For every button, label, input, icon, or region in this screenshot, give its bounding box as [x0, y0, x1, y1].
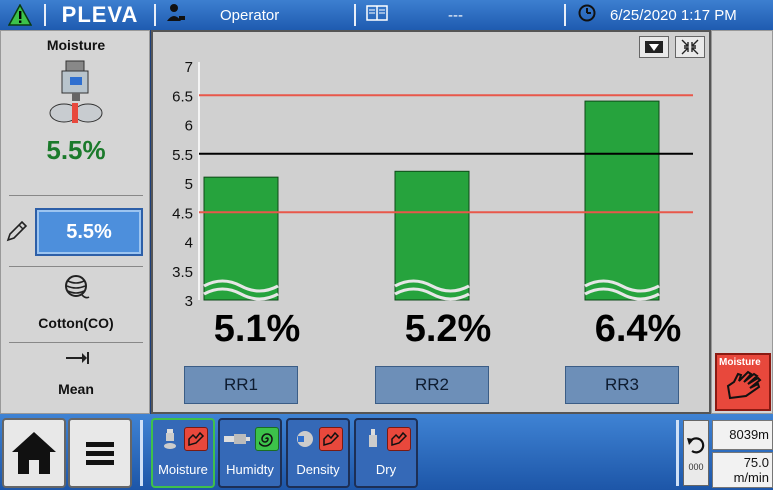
mode-label: Mean — [58, 381, 94, 397]
divider — [9, 266, 143, 267]
right-panel: Moisture — [711, 30, 773, 414]
divider — [9, 195, 143, 196]
bottom-bar: Moisture Humidty Density — [0, 414, 773, 490]
top-bar-divider — [354, 4, 356, 26]
triangle-down-icon — [645, 41, 663, 53]
bar[interactable] — [203, 176, 279, 301]
top-bar-divider — [154, 4, 156, 26]
undo-icon — [687, 437, 705, 454]
y-tick-label: 4 — [185, 235, 193, 252]
mode-button-humidity[interactable]: Humidty — [218, 418, 282, 488]
measurement-title: Moisture — [46, 37, 106, 53]
bar-value-label: 5.2% — [404, 308, 492, 350]
rr2-button[interactable]: RR2 — [375, 366, 489, 404]
bar-value-label: 6.4% — [594, 308, 682, 350]
top-bar-divider — [44, 4, 46, 26]
humidity-sensor-icon — [222, 427, 252, 451]
axis-break-mark — [394, 279, 470, 301]
bar[interactable] — [584, 100, 660, 301]
datetime-text: 6/25/2020 1:17 PM — [610, 6, 737, 24]
datetime-cell: 6/25/2020 1:17 PM — [570, 4, 773, 27]
material-label: Cotton(CO) — [38, 315, 114, 331]
material-section[interactable]: Cotton(CO) — [1, 273, 151, 331]
y-tick-label: 5.5 — [172, 147, 193, 164]
y-tick-label: 6.5 — [172, 88, 193, 105]
speed-readout: 75.0 m/min — [712, 452, 773, 488]
hand-icon — [183, 427, 208, 451]
density-sensor-icon — [294, 427, 316, 451]
rr3-button[interactable]: RR3 — [565, 366, 679, 404]
hand-icon — [318, 427, 343, 451]
menu-icon — [86, 442, 114, 465]
length-readout: 8039m — [712, 420, 773, 450]
message-cell[interactable]: --- — [360, 4, 560, 26]
divider — [9, 342, 143, 343]
axis-break-mark — [203, 279, 279, 301]
speed-value: 75.0 — [743, 455, 769, 470]
mode-label: Moisture — [158, 462, 208, 477]
warning-icon[interactable] — [0, 0, 40, 30]
setpoint-input[interactable]: 5.5% — [35, 208, 143, 256]
moisture-sensor-icon — [46, 59, 106, 129]
rr1-button[interactable]: RR1 — [184, 366, 298, 404]
bar-value-label: 5.1% — [213, 308, 301, 350]
top-bar-divider — [564, 4, 566, 26]
measurement-section[interactable]: Moisture 5.5% — [1, 37, 151, 166]
y-tick-label: 7 — [185, 59, 193, 76]
user-cell[interactable]: Operator — [160, 3, 350, 28]
spiral-icon — [254, 427, 279, 451]
y-tick-label: 3 — [185, 293, 193, 310]
clock-icon — [578, 4, 596, 27]
top-bar: PLEVA Operator --- — [0, 0, 773, 30]
mode-button-density[interactable]: Density — [286, 418, 350, 488]
measurement-value: 5.5% — [46, 135, 106, 165]
dry-sensor-icon — [362, 427, 384, 451]
mode-section[interactable]: Mean — [1, 349, 151, 397]
menu-button[interactable] — [68, 418, 132, 488]
y-tick-label: 4.5 — [172, 205, 193, 222]
collapse-arrows-icon — [681, 39, 699, 55]
bottom-divider — [140, 420, 143, 486]
undo-counter: 000 — [688, 462, 704, 472]
bar-chart-panel: 3 3.5 4 4.5 5 5.5 6 6.5 7 5.1% 5.2% 6.4% RR1 RR2… — [151, 30, 711, 414]
y-tick-label: 6 — [185, 118, 193, 135]
mode-label: Dry — [375, 462, 397, 477]
arrow-to-line-icon — [62, 349, 90, 367]
home-button[interactable] — [2, 418, 66, 488]
user-icon — [166, 3, 186, 28]
pleva-logo: PLEVA — [61, 2, 139, 27]
left-panel: Moisture 5.5% 5.5% — [0, 30, 150, 414]
mode-button-dry[interactable]: Dry — [354, 418, 418, 488]
collapse-button[interactable] — [675, 36, 705, 58]
mode-label: Density — [296, 462, 340, 477]
moisture-alarm-button[interactable]: Moisture — [715, 353, 771, 411]
undo-button[interactable]: 000 — [683, 420, 709, 486]
message-text: --- — [448, 6, 463, 24]
moisture-sensor-icon — [159, 427, 181, 451]
bar[interactable] — [394, 170, 470, 301]
mode-button-moisture[interactable]: Moisture — [151, 418, 215, 488]
bottom-divider — [676, 420, 679, 486]
speed-unit: m/min — [733, 470, 769, 485]
y-tick-label: 5 — [185, 176, 193, 193]
pencil-icon — [5, 219, 29, 248]
hand-icon — [726, 370, 762, 400]
y-tick-label: 3.5 — [172, 264, 193, 281]
dropdown-button[interactable] — [639, 36, 669, 58]
home-icon — [12, 432, 56, 474]
book-icon — [366, 4, 388, 26]
mode-label: Humidty — [226, 462, 274, 477]
axis-break-mark — [584, 279, 660, 301]
user-name: Operator — [220, 6, 280, 24]
bar-chart: 3 3.5 4 4.5 5 5.5 6 6.5 7 — [172, 59, 693, 310]
hand-icon — [386, 427, 411, 451]
moisture-alarm-label: Moisture — [719, 357, 761, 368]
yarn-ball-icon — [62, 273, 90, 301]
